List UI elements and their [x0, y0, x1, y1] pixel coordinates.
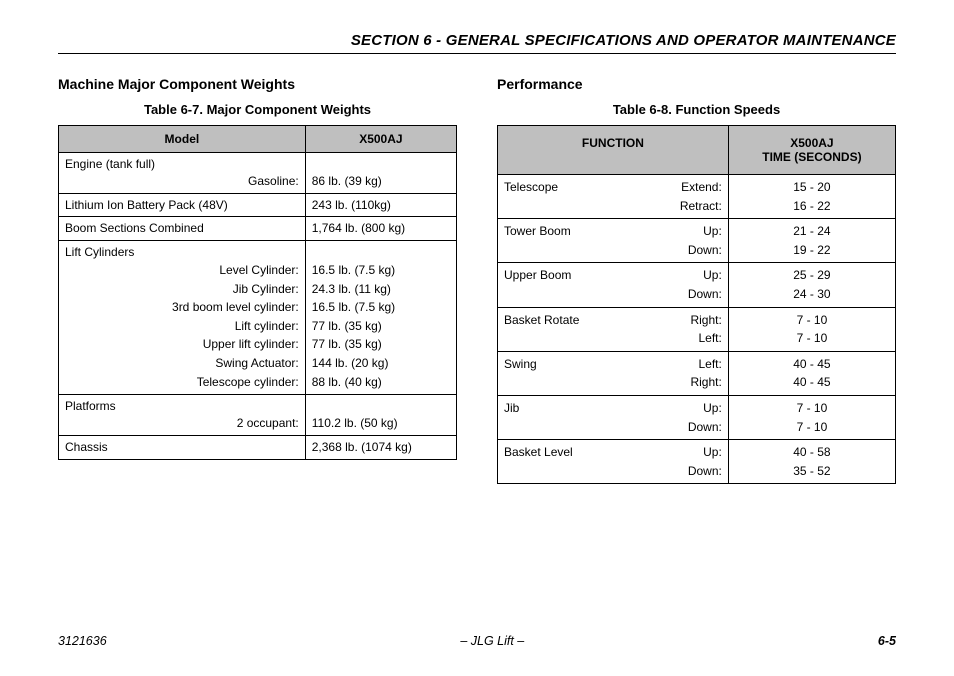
function-action: Retract: — [680, 197, 722, 216]
table-row: Boom Sections Combined 1,764 lb. (800 kg… — [59, 217, 457, 241]
function-action: Left: — [698, 355, 721, 374]
cell-sublabel: Jib Cylinder: — [65, 280, 299, 299]
function-name: Basket Rotate — [504, 311, 579, 330]
function-time: 24 - 30 — [735, 285, 889, 304]
cell-sublabel: 2 occupant: — [65, 415, 299, 432]
function-action: Up: — [703, 222, 722, 241]
cell-value: 77 lb. (35 kg) — [312, 335, 450, 354]
footer-page-number: 6-5 — [878, 634, 896, 648]
right-subhead: Performance — [497, 76, 896, 92]
function-time: 16 - 22 — [735, 197, 889, 216]
function-name: Swing — [504, 355, 537, 374]
function-time: 40 - 45 — [735, 373, 889, 392]
cell-label: Platforms — [65, 398, 299, 415]
function-time: 19 - 22 — [735, 241, 889, 260]
cell-value: 24.3 lb. (11 kg) — [312, 280, 450, 299]
cell-value: 77 lb. (35 kg) — [312, 317, 450, 336]
cell-sublabel: Upper lift cylinder: — [65, 335, 299, 354]
t68-head-time-line: TIME (SECONDS) — [735, 150, 889, 164]
function-time: 7 - 10 — [735, 418, 889, 437]
function-action: Down: — [688, 418, 722, 437]
function-name: Upper Boom — [504, 266, 571, 285]
cell-sublabel: Swing Actuator: — [65, 354, 299, 373]
function-time: 25 - 29 — [735, 266, 889, 285]
cell-value: 88 lb. (40 kg) — [312, 373, 450, 392]
cell-label: Engine (tank full) — [65, 156, 299, 173]
table-6-8-caption: Table 6-8. Function Speeds — [497, 102, 896, 117]
footer-center: – JLG Lift – — [460, 634, 524, 648]
function-action: Down: — [688, 241, 722, 260]
t68-body: Telescope Extend:Retract: 15 - 2016 - 22 To… — [498, 175, 896, 484]
right-column: Performance Table 6-8. Function Speeds F… — [497, 76, 896, 484]
content-columns: Machine Major Component Weights Table 6-… — [58, 76, 896, 484]
cell-sublabel: Telescope cylinder: — [65, 373, 299, 392]
cell-sublabel: Lift cylinder: — [65, 317, 299, 336]
table-row: Platforms 2 occupant: 110.2 lb. (50 kg) — [59, 395, 457, 436]
function-action: Extend: — [681, 178, 722, 197]
cell-label: Chassis — [59, 435, 306, 459]
cell-value: 1,764 lb. (800 kg) — [305, 217, 456, 241]
cell-label: Lithium Ion Battery Pack (48V) — [59, 193, 306, 217]
function-time: 7 - 10 — [735, 311, 889, 330]
function-time: 7 - 10 — [735, 329, 889, 348]
table-6-8: FUNCTION X500AJTIME (SECONDS) Telescope E… — [497, 125, 896, 484]
footer-doc-number: 3121636 — [58, 634, 107, 648]
cell-value: 16.5 lb. (7.5 kg) — [312, 261, 450, 280]
function-time: 15 - 20 — [735, 178, 889, 197]
cell-value: 16.5 lb. (7.5 kg) — [312, 298, 450, 317]
function-action: Up: — [703, 399, 722, 418]
function-name: Telescope — [504, 178, 558, 197]
function-action: Up: — [703, 266, 722, 285]
cell-value: 243 lb. (110kg) — [305, 193, 456, 217]
function-time: 40 - 45 — [735, 355, 889, 374]
left-subhead: Machine Major Component Weights — [58, 76, 457, 92]
table-row: Lithium Ion Battery Pack (48V) 243 lb. (… — [59, 193, 457, 217]
function-action: Left: — [698, 329, 721, 348]
table-row: Telescope Extend:Retract: 15 - 2016 - 22 — [498, 175, 896, 219]
table-row: Jib Up:Down: 7 - 107 - 10 — [498, 395, 896, 439]
cell-value: 2,368 lb. (1074 kg) — [305, 435, 456, 459]
page-footer: 3121636 – JLG Lift – 6-5 — [58, 634, 896, 648]
t68-head-time: X500AJTIME (SECONDS) — [728, 126, 895, 175]
cell-sublabel: Gasoline: — [65, 173, 299, 190]
cell-label: Boom Sections Combined — [59, 217, 306, 241]
table-row: Engine (tank full) Gasoline: 86 lb. (39 … — [59, 153, 457, 194]
t68-head-function: FUNCTION — [498, 126, 729, 175]
table-row: Lift Cylinders Level Cylinder: Jib Cylin… — [59, 241, 457, 395]
function-name: Jib — [504, 399, 519, 418]
table-row: Chassis 2,368 lb. (1074 kg) — [59, 435, 457, 459]
table-row: Upper Boom Up:Down: 25 - 2924 - 30 — [498, 263, 896, 307]
function-time: 21 - 24 — [735, 222, 889, 241]
table-6-7: Model X500AJ Engine (tank full) Gasoline… — [58, 125, 457, 460]
table-row: Basket Rotate Right:Left: 7 - 107 - 10 — [498, 307, 896, 351]
table-row: Swing Left:Right: 40 - 4540 - 45 — [498, 351, 896, 395]
function-time: 35 - 52 — [735, 462, 889, 481]
t67-body: Engine (tank full) Gasoline: 86 lb. (39 … — [59, 153, 457, 460]
table-6-7-caption: Table 6-7. Major Component Weights — [58, 102, 457, 117]
cell-value: 144 lb. (20 kg) — [312, 354, 450, 373]
table-row: Basket Level Up:Down: 40 - 5835 - 52 — [498, 440, 896, 484]
header-rule — [58, 53, 896, 54]
t67-head-model: Model — [59, 126, 306, 153]
function-action: Right: — [690, 311, 721, 330]
left-column: Machine Major Component Weights Table 6-… — [58, 76, 457, 484]
t67-head-value: X500AJ — [305, 126, 456, 153]
cell-sublabel: Level Cylinder: — [65, 261, 299, 280]
function-name: Basket Level — [504, 443, 573, 462]
cell-sublabel: 3rd boom level cylinder: — [65, 298, 299, 317]
table-row: Tower Boom Up:Down: 21 - 2419 - 22 — [498, 219, 896, 263]
function-action: Right: — [690, 373, 721, 392]
function-action: Up: — [703, 443, 722, 462]
function-name: Tower Boom — [504, 222, 571, 241]
function-time: 40 - 58 — [735, 443, 889, 462]
t68-head-time-line: X500AJ — [735, 136, 889, 150]
function-action: Down: — [688, 462, 722, 481]
function-action: Down: — [688, 285, 722, 304]
cell-label: Lift Cylinders — [65, 244, 299, 261]
cell-value: 86 lb. (39 kg) — [312, 173, 450, 190]
function-time: 7 - 10 — [735, 399, 889, 418]
section-header: SECTION 6 - GENERAL SPECIFICATIONS AND O… — [58, 32, 896, 49]
cell-value: 110.2 lb. (50 kg) — [312, 415, 450, 432]
